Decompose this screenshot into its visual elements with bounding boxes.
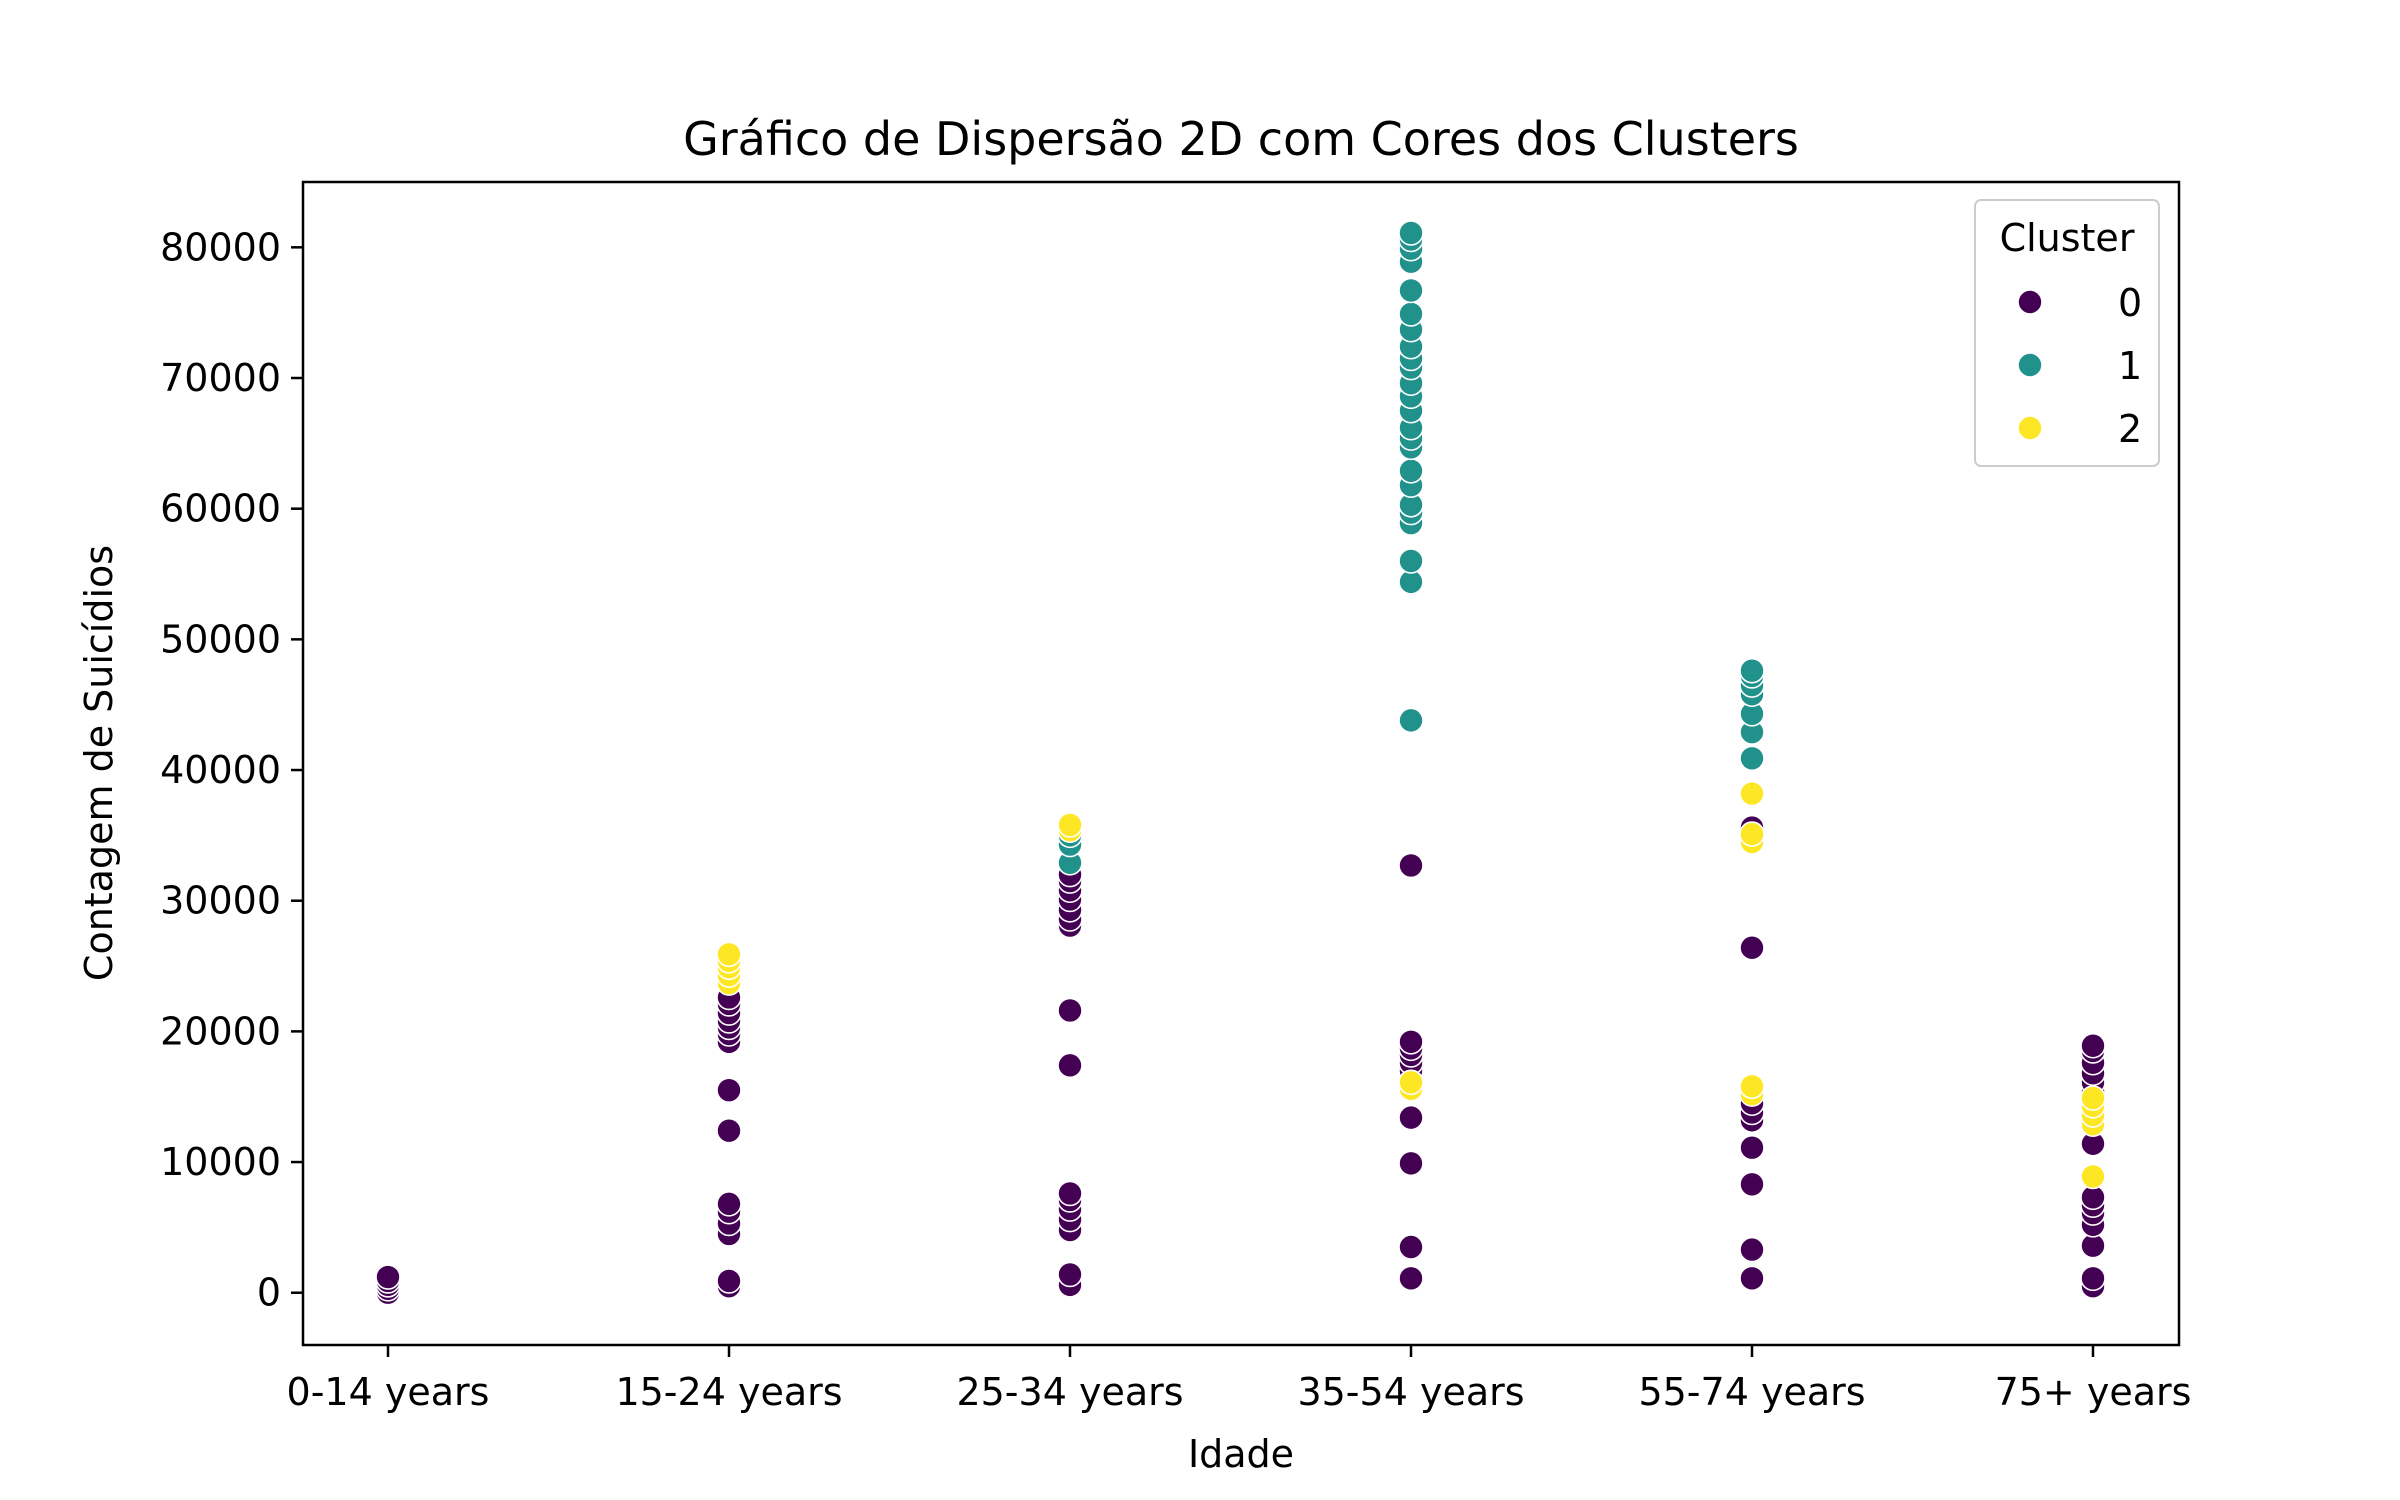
- data-point-cluster-1: [1740, 659, 1764, 683]
- x-tick-label: 55-74 years: [1638, 1370, 1865, 1414]
- data-point-cluster-0: [2081, 1266, 2105, 1290]
- y-tick-label: 60000: [160, 487, 281, 531]
- y-axis-label: Contagem de Suicídios: [77, 545, 121, 981]
- data-point-cluster-1: [1399, 302, 1423, 326]
- data-point-cluster-0: [1740, 1238, 1764, 1262]
- y-tick-label: 50000: [160, 617, 281, 661]
- data-point-cluster-0: [1058, 998, 1082, 1022]
- data-point-cluster-0: [1399, 1106, 1423, 1130]
- plot-frame: [303, 182, 2179, 1345]
- y-axis: 0 10000 20000 30000 40000 50000 60000 70000 8000…: [160, 225, 303, 1314]
- x-tick-label: 75+ years: [1995, 1370, 2192, 1414]
- data-point-cluster-0: [1740, 1172, 1764, 1196]
- data-point-cluster-0: [1399, 853, 1423, 877]
- data-point-cluster-1: [1399, 221, 1423, 245]
- y-tick-label: 10000: [160, 1140, 281, 1184]
- y-tick-label: 20000: [160, 1009, 281, 1053]
- legend-label: 0: [2118, 281, 2142, 325]
- data-point-cluster-0: [376, 1265, 400, 1289]
- legend-marker: [2018, 353, 2042, 377]
- y-tick-label: 0: [257, 1271, 281, 1315]
- data-point-cluster-2: [2081, 1086, 2105, 1110]
- data-point-cluster-1: [1399, 278, 1423, 302]
- x-tick-label: 25-34 years: [956, 1370, 1183, 1414]
- data-point-cluster-1: [1740, 746, 1764, 770]
- x-tick-label: 15-24 years: [615, 1370, 842, 1414]
- data-point-cluster-0: [1399, 1266, 1423, 1290]
- legend-marker: [2018, 290, 2042, 314]
- data-point-cluster-0: [1740, 936, 1764, 960]
- x-axis-label: Idade: [1188, 1432, 1294, 1476]
- legend: Cluster 0 1 2: [1975, 200, 2159, 466]
- data-point-cluster-2: [717, 942, 741, 966]
- data-point-cluster-1: [1399, 708, 1423, 732]
- y-tick-label: 70000: [160, 356, 281, 400]
- data-point-cluster-0: [1058, 1181, 1082, 1205]
- data-point-cluster-0: [717, 1119, 741, 1143]
- data-point-cluster-1: [1399, 459, 1423, 483]
- data-point-cluster-2: [1740, 822, 1764, 846]
- data-point-cluster-2: [1740, 782, 1764, 806]
- chart-title: Gráfico de Dispersão 2D com Cores dos Cl…: [683, 112, 1799, 166]
- legend-title: Cluster: [2000, 216, 2135, 260]
- data-point-cluster-2: [1399, 1070, 1423, 1094]
- legend-label: 2: [2118, 407, 2142, 451]
- y-tick-label: 30000: [160, 879, 281, 923]
- legend-label: 1: [2118, 344, 2142, 388]
- data-point-cluster-0: [1740, 1266, 1764, 1290]
- y-tick-label: 80000: [160, 225, 281, 269]
- legend-marker: [2018, 416, 2042, 440]
- data-point-cluster-0: [717, 1078, 741, 1102]
- data-point-cluster-0: [1399, 1151, 1423, 1175]
- data-point-cluster-0: [1058, 1053, 1082, 1077]
- data-point-cluster-0: [1399, 1235, 1423, 1259]
- x-axis: 0-14 years 15-24 years 25-34 years 35-54 ye…: [287, 1345, 2192, 1414]
- data-point-cluster-0: [717, 1192, 741, 1216]
- data-point-cluster-0: [2081, 1034, 2105, 1058]
- data-point-cluster-0: [1399, 1030, 1423, 1054]
- x-tick-label: 0-14 years: [287, 1370, 490, 1414]
- data-point-cluster-2: [2081, 1164, 2105, 1188]
- x-tick-label: 35-54 years: [1297, 1370, 1524, 1414]
- data-point-cluster-0: [1058, 1262, 1082, 1286]
- data-point-cluster-0: [1740, 1136, 1764, 1160]
- y-tick-label: 40000: [160, 748, 281, 792]
- data-point-cluster-1: [1399, 549, 1423, 573]
- data-point-cluster-0: [717, 1269, 741, 1293]
- data-points: [376, 221, 2105, 1305]
- data-point-cluster-2: [1740, 1074, 1764, 1098]
- data-point-cluster-2: [1058, 813, 1082, 837]
